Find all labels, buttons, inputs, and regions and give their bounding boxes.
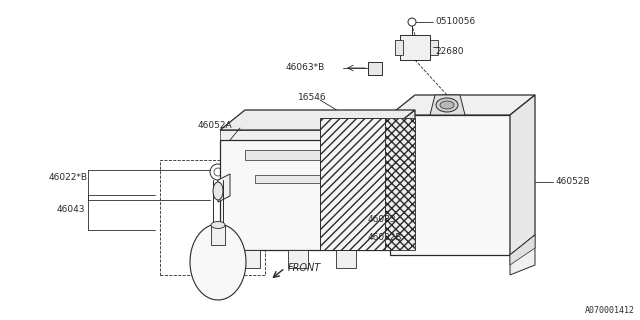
Text: 46083: 46083 (368, 215, 397, 225)
Text: 46022B: 46022B (368, 233, 403, 242)
Polygon shape (336, 250, 356, 268)
Polygon shape (220, 110, 415, 130)
Text: 46043: 46043 (56, 205, 85, 214)
Polygon shape (390, 95, 535, 115)
Text: 46063*B: 46063*B (285, 63, 325, 73)
Polygon shape (320, 118, 385, 250)
Polygon shape (315, 140, 390, 250)
Polygon shape (211, 225, 225, 245)
Text: FRONT: FRONT (288, 263, 321, 273)
Polygon shape (218, 174, 230, 202)
Polygon shape (510, 235, 535, 275)
Text: 0510056: 0510056 (435, 18, 476, 27)
Ellipse shape (213, 182, 223, 200)
Polygon shape (430, 40, 438, 55)
Polygon shape (390, 110, 415, 250)
Polygon shape (245, 150, 375, 160)
Text: 16546: 16546 (298, 93, 326, 102)
Text: 22680: 22680 (435, 47, 463, 57)
Polygon shape (395, 40, 403, 55)
Polygon shape (220, 140, 390, 250)
Ellipse shape (211, 221, 225, 228)
Polygon shape (190, 224, 246, 300)
Text: 46052A: 46052A (198, 122, 232, 131)
Polygon shape (368, 62, 382, 75)
Text: 46052B: 46052B (556, 178, 591, 187)
Polygon shape (400, 35, 430, 60)
Polygon shape (385, 118, 415, 250)
Text: 46022*B: 46022*B (49, 173, 88, 182)
Polygon shape (288, 250, 308, 268)
Polygon shape (220, 130, 390, 140)
Polygon shape (390, 115, 510, 255)
Ellipse shape (436, 98, 458, 112)
Text: A070001412: A070001412 (585, 306, 635, 315)
Polygon shape (510, 95, 535, 255)
Ellipse shape (440, 101, 454, 109)
Polygon shape (430, 95, 465, 115)
Polygon shape (255, 175, 370, 183)
Polygon shape (510, 235, 535, 265)
Polygon shape (240, 250, 260, 268)
